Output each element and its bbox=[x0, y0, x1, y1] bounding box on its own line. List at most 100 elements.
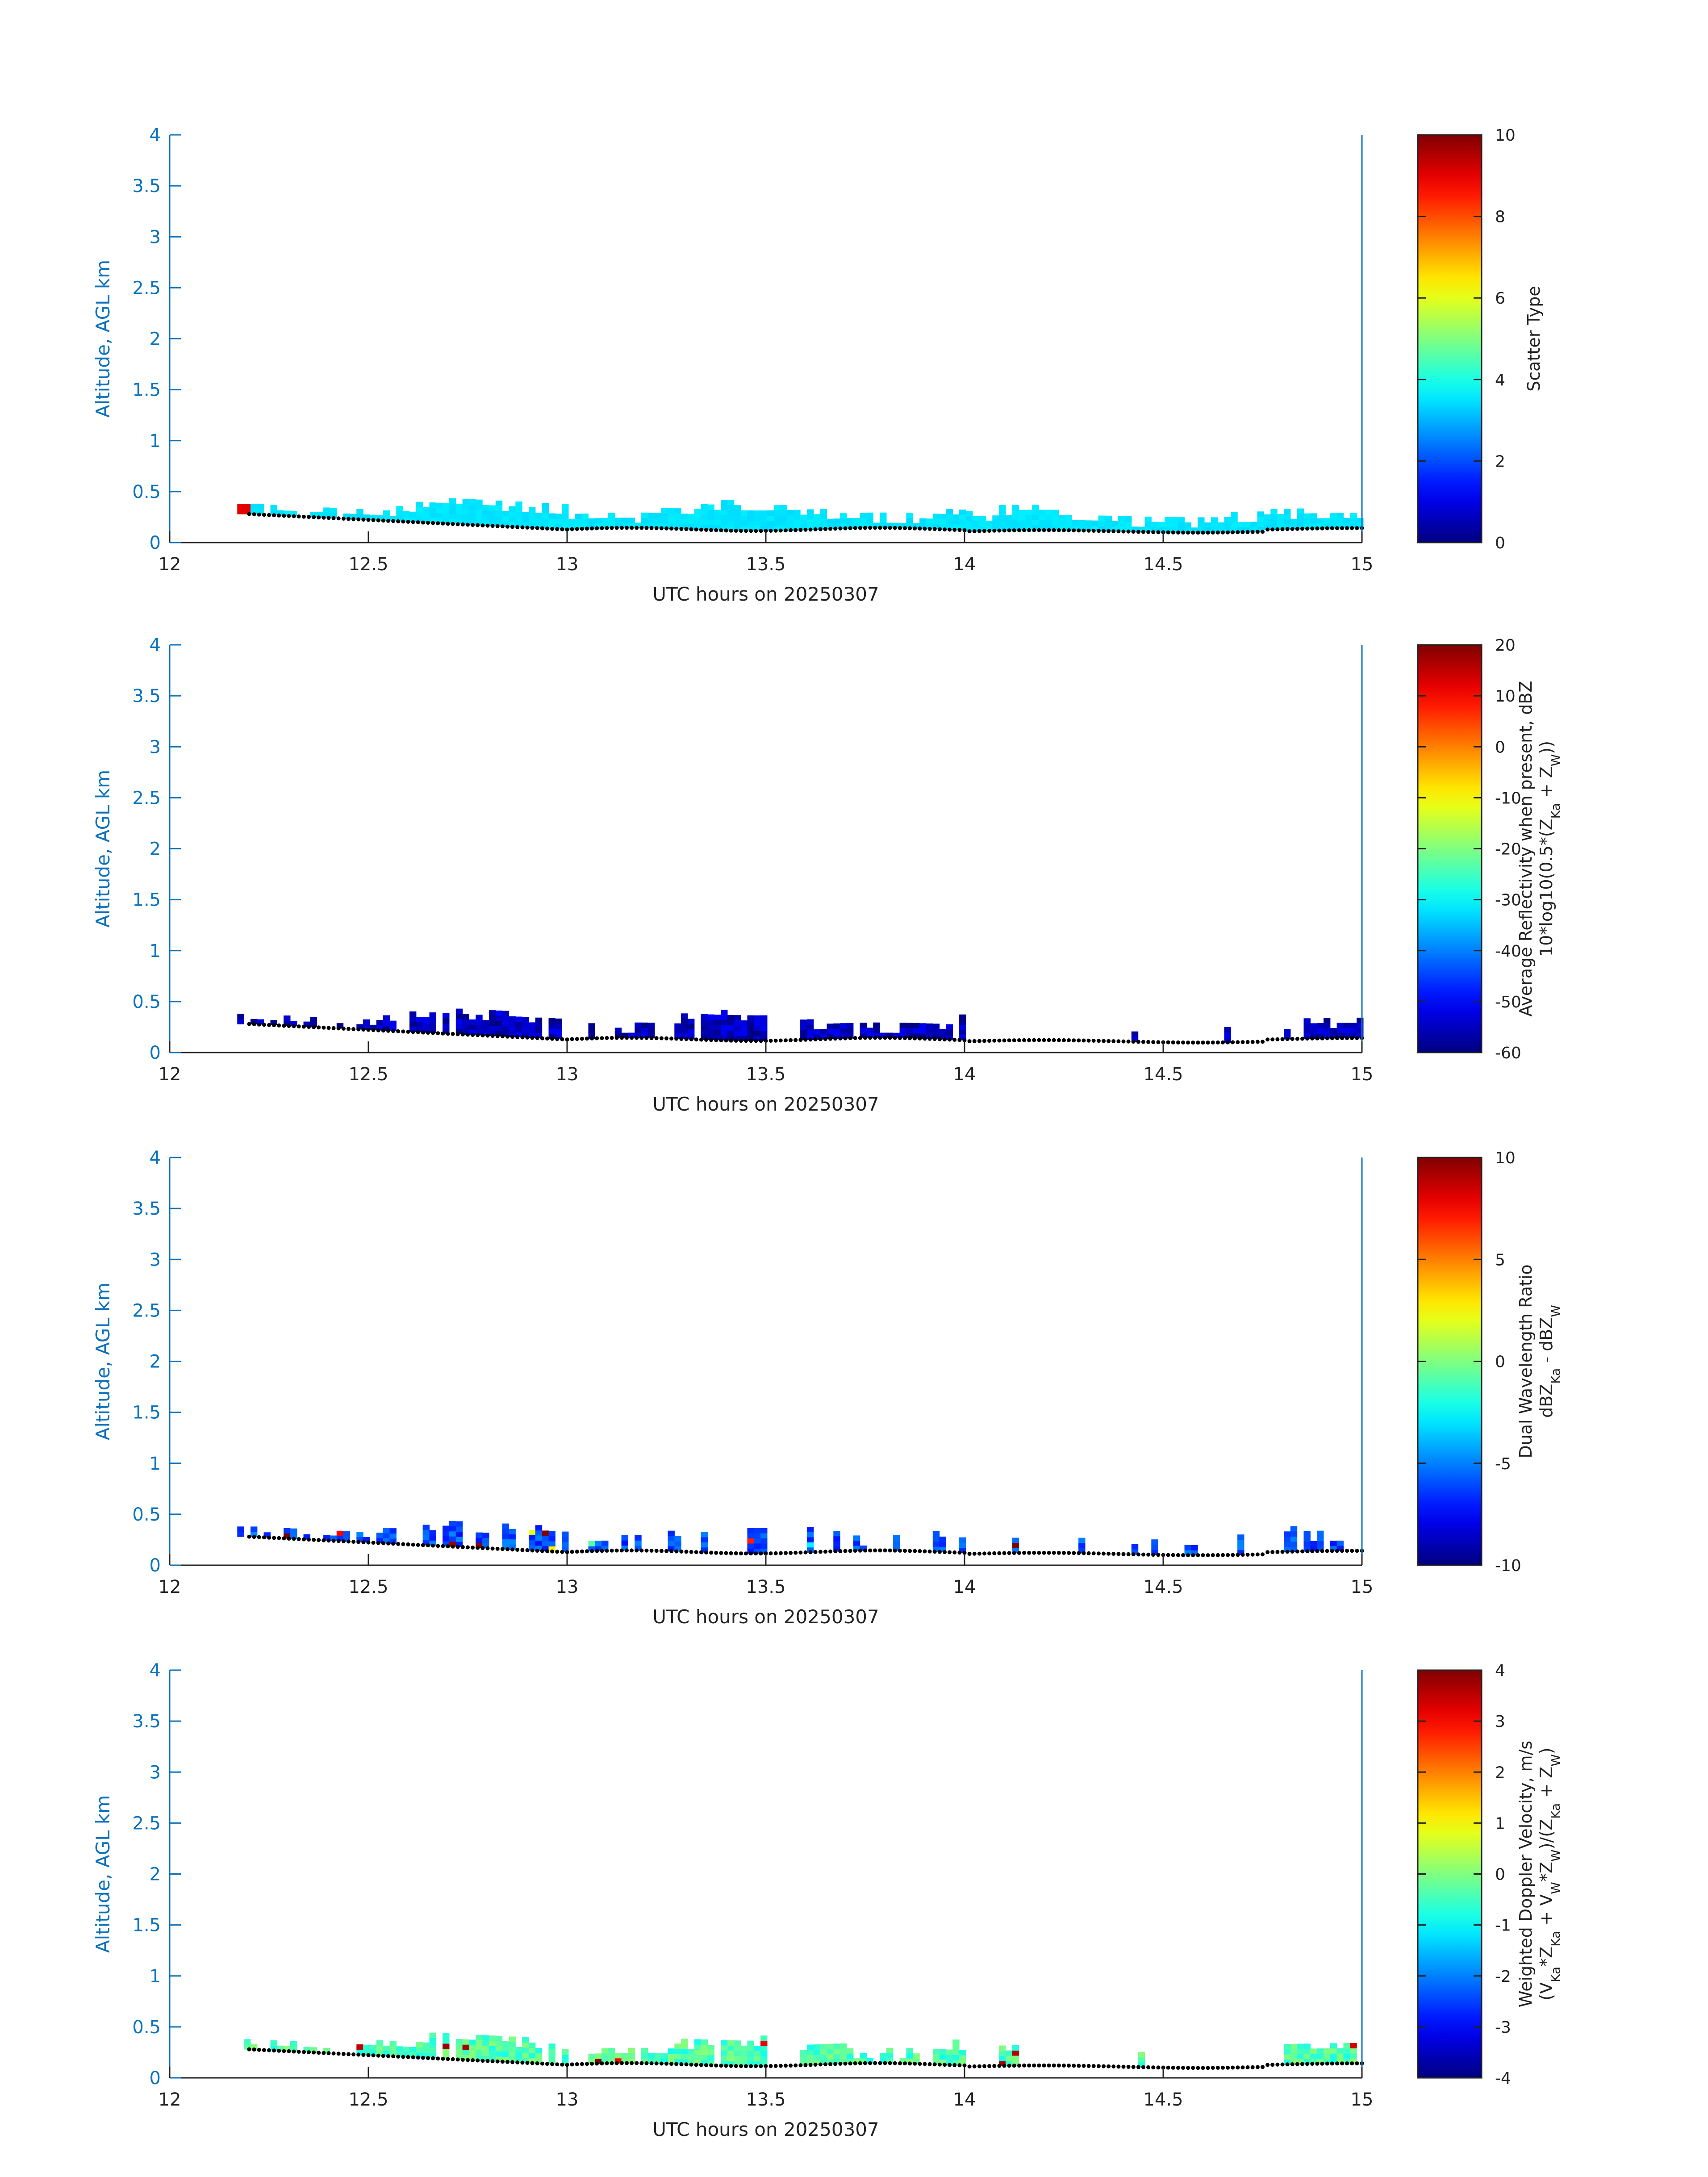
ground-dot bbox=[1052, 1038, 1056, 1042]
ground-dot bbox=[893, 2061, 897, 2065]
heatmap-cell bbox=[721, 515, 728, 521]
ground-dot bbox=[1086, 1038, 1091, 1043]
heatmap-cell bbox=[502, 1538, 509, 1544]
heatmap-cell bbox=[1078, 520, 1086, 526]
ground-dot bbox=[1340, 526, 1344, 531]
heatmap-cell bbox=[383, 1015, 390, 1021]
heatmap-cell bbox=[1224, 522, 1231, 528]
ground-dot bbox=[1191, 1553, 1195, 1558]
heatmap-cell bbox=[1224, 1027, 1231, 1032]
heatmap-cell bbox=[429, 2047, 436, 2053]
ground-dot bbox=[903, 2061, 907, 2066]
ground-dot bbox=[1285, 1037, 1290, 1041]
heatmap-cell bbox=[833, 1536, 840, 1542]
ground-dot bbox=[1245, 1040, 1250, 1044]
heatmap-cell bbox=[1138, 2057, 1145, 2062]
colorbar-tick-label: 2 bbox=[1495, 452, 1505, 471]
heatmap-cell bbox=[443, 513, 450, 519]
ground-dot bbox=[669, 526, 674, 531]
ground-dot bbox=[709, 2063, 714, 2068]
heatmap-cell bbox=[482, 1025, 489, 1031]
ground-dot bbox=[778, 1038, 783, 1043]
ground-dot bbox=[1211, 1553, 1215, 1557]
ground-dot bbox=[709, 1038, 714, 1042]
heatmap-cell bbox=[489, 520, 496, 526]
ground-dot bbox=[1196, 2066, 1200, 2070]
heatmap-cell bbox=[476, 515, 483, 520]
heatmap-cell bbox=[482, 2040, 489, 2046]
heatmap-cell bbox=[1191, 1545, 1198, 1550]
colorbar-tick-label: -4 bbox=[1495, 2069, 1511, 2088]
heatmap-cell bbox=[356, 509, 363, 514]
heatmap-cell bbox=[515, 501, 522, 507]
ground-dot bbox=[1017, 2064, 1021, 2068]
ground-dot bbox=[247, 1534, 251, 1539]
heatmap-cell bbox=[681, 2049, 688, 2055]
ground-dot bbox=[247, 1022, 251, 1026]
ground-dot bbox=[977, 2064, 981, 2068]
heatmap-cell bbox=[959, 2050, 966, 2056]
heatmap-cell bbox=[376, 1533, 384, 1538]
ground-dot bbox=[630, 526, 634, 530]
heatmap-cell bbox=[429, 1012, 436, 1018]
ground-dot bbox=[1325, 2061, 1329, 2066]
ground-dot bbox=[828, 1549, 833, 1554]
ground-dot bbox=[351, 1540, 356, 1544]
ground-dot bbox=[1116, 1552, 1121, 1556]
ground-dot bbox=[505, 2060, 509, 2064]
heatmap-cell bbox=[562, 1537, 569, 1542]
heatmap-cell bbox=[1045, 510, 1052, 515]
ground-dot bbox=[1141, 2065, 1145, 2069]
heatmap-cell bbox=[489, 515, 496, 521]
ground-dot bbox=[341, 1539, 346, 1543]
heatmap-cell bbox=[668, 1541, 675, 1546]
ground-dot bbox=[719, 528, 723, 533]
ground-dot bbox=[729, 1551, 733, 1555]
x-tick-label: 12 bbox=[159, 554, 181, 575]
ground-dot bbox=[431, 521, 435, 525]
ground-dot bbox=[982, 529, 986, 533]
ground-dot bbox=[1310, 2062, 1315, 2066]
heatmap-cell bbox=[727, 2050, 735, 2056]
ground-dot bbox=[590, 526, 594, 531]
x-tick-label: 13 bbox=[556, 1064, 579, 1085]
ground-dot bbox=[908, 1549, 912, 1553]
ground-dot bbox=[247, 512, 251, 516]
ground-dot bbox=[1250, 1040, 1255, 1044]
ground-dot bbox=[570, 1037, 574, 1041]
heatmap-cell bbox=[1178, 517, 1185, 523]
ground-dot bbox=[347, 1027, 351, 1031]
heatmap-cell bbox=[529, 1022, 536, 1028]
x-tick-label: 13 bbox=[556, 2089, 579, 2110]
ground-dot bbox=[878, 2061, 882, 2065]
heatmap-cell bbox=[476, 1532, 483, 1538]
heatmap-cell bbox=[827, 2049, 834, 2055]
ground-dot bbox=[490, 1546, 495, 1551]
ground-dot bbox=[1176, 1040, 1180, 1045]
heatmap-cell bbox=[681, 1028, 688, 1034]
ground-dot bbox=[252, 1022, 256, 1027]
ground-dots bbox=[247, 512, 1364, 535]
heatmap-cell bbox=[840, 1023, 847, 1029]
ground-dot bbox=[669, 2062, 674, 2066]
heatmap-cell bbox=[754, 1543, 761, 1549]
ground-dot bbox=[1062, 1038, 1066, 1042]
ground-dot bbox=[1077, 1038, 1081, 1043]
ground-dot bbox=[1111, 1039, 1116, 1043]
heatmap-cell bbox=[476, 1015, 483, 1020]
heatmap-cell bbox=[284, 1528, 291, 1534]
heatmap-cell bbox=[827, 518, 834, 524]
ground-dot bbox=[1091, 529, 1096, 533]
heatmap-cell bbox=[707, 1024, 714, 1030]
ground-dot bbox=[296, 1537, 301, 1541]
ground-dot bbox=[704, 528, 708, 532]
heatmap-cell bbox=[668, 1536, 675, 1542]
ground-dot bbox=[669, 1549, 674, 1554]
ground-dot bbox=[808, 527, 813, 532]
ground-dot bbox=[282, 1536, 286, 1541]
heatmap-cell bbox=[595, 518, 602, 524]
ground-dot bbox=[614, 1036, 619, 1040]
heatmap-cell bbox=[409, 1016, 417, 1022]
ground-dot bbox=[1052, 528, 1056, 532]
ground-dot bbox=[1315, 1549, 1320, 1553]
